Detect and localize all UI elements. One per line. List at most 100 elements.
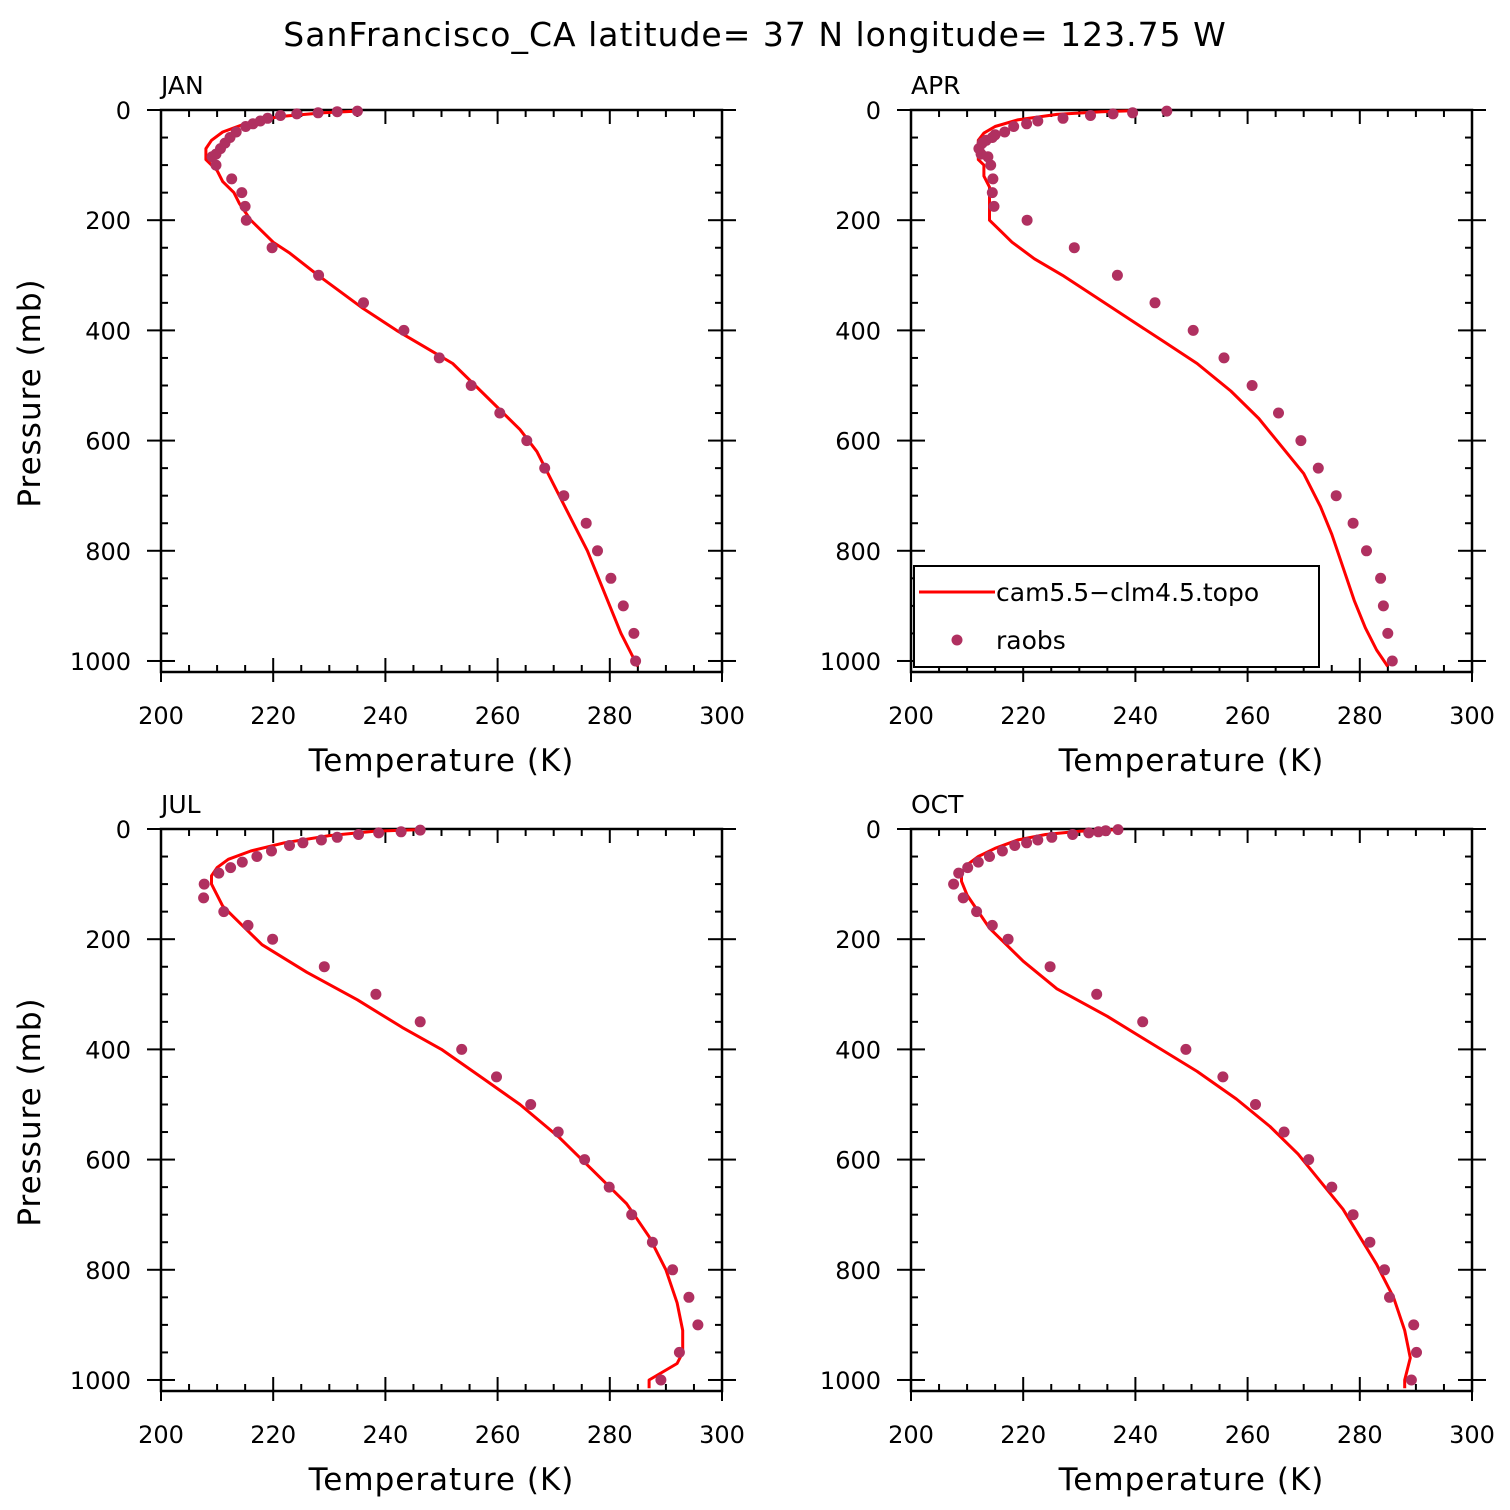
y-tick-label: 1000 [70,648,131,676]
raobs-point [1149,297,1161,309]
x-tick-label: 220 [250,1421,296,1449]
panels: 200 220 240 260 280 300 0 200 400 600 800 1000 JAN Te… [12,71,1495,1498]
raobs-point [1379,1264,1390,1276]
raobs-point [1411,1346,1422,1358]
raobs-point [1278,1126,1290,1138]
raobs-point [971,906,983,918]
model-profile-line [976,109,1390,668]
x-tick-label: 280 [587,1421,633,1449]
figure-title: SanFrancisco_CA latitude= 37 N longitude… [283,15,1226,54]
raobs-point [667,1264,679,1276]
x-tick-label: 260 [475,702,521,730]
legend-box [913,565,1320,668]
x-tick-label: 260 [1225,702,1271,730]
y-tick-label: 400 [835,1036,881,1064]
raobs-point [1405,1374,1417,1386]
raobs-point [996,845,1008,857]
raobs-point [284,840,295,851]
x-tick-label: 300 [1449,1421,1495,1449]
raobs-point [673,1346,685,1358]
raobs-point [1091,988,1103,1000]
raobs-point [267,933,279,945]
raobs-point [986,919,998,931]
x-tick-label: 280 [1337,702,1383,730]
raobs-point [539,462,551,474]
x-tick-label: 220 [1000,702,1046,730]
x-tick-label: 300 [699,702,745,730]
raobs-point [465,380,477,391]
raobs-point [275,110,286,121]
x-tick-label: 200 [888,702,934,730]
panel-jul: 200 220 240 260 280 300 0 200 400 600 800 1000 JUL Te… [12,790,745,1498]
raobs-point [552,1126,564,1138]
x-tick-label: 280 [587,702,633,730]
raobs-point [988,200,1000,212]
raobs-point [962,862,974,874]
raobs-point [579,1154,591,1166]
legend-obs-swatch [951,634,963,646]
raobs-point [494,407,506,419]
raobs-point [1161,105,1173,117]
series-group [198,824,704,1389]
y-tick-label: 600 [835,428,881,456]
panel-label-oct: OCT [911,790,964,819]
raobs-point [984,851,995,862]
x-tick-label: 300 [699,1421,745,1449]
raobs-point [1002,933,1014,945]
x-tick-label: 200 [138,702,184,730]
legend: cam5.5−clm4.5.topo raobs [913,565,1320,668]
raobs-point [1021,837,1033,849]
x-tick-label: 240 [1112,1421,1158,1449]
raobs-point [313,269,325,281]
panel-apr: 200 220 240 260 280 300 0 200 400 600 800 1000 APR Te… [820,71,1495,779]
raobs-point [1312,462,1324,474]
x-axis-label: Temperature (K) [1058,1462,1325,1498]
x-axis-label: Temperature (K) [308,743,575,779]
raobs-point [1180,1043,1192,1055]
raobs-point [331,831,343,843]
y-tick-label: 200 [85,926,131,954]
panel-label-jan: JAN [159,71,204,100]
x-tick-label: 240 [362,1421,408,1449]
raobs-point [948,878,960,890]
raobs-point [1303,1154,1315,1166]
y-tick-label: 1000 [820,1367,881,1395]
y-tick-label: 800 [835,1257,881,1285]
raobs-point [985,159,997,171]
raobs-point [331,106,343,118]
model-profile-line [210,828,685,1389]
raobs-point [225,862,237,874]
raobs-point [1046,831,1058,843]
y-tick-label: 800 [85,1257,131,1285]
raobs-point [655,1374,667,1386]
raobs-point [262,112,274,124]
raobs-point [957,892,969,904]
y-tick-label: 400 [835,317,881,345]
x-tick-label: 280 [1337,1421,1383,1449]
raobs-point [351,105,363,117]
raobs-point [1021,118,1033,130]
raobs-point [312,107,324,119]
raobs-point [1067,829,1079,840]
x-tick-label: 200 [138,1421,184,1449]
raobs-point [1100,825,1112,837]
raobs-point [999,126,1011,138]
y-axis-label: Pressure (mb) [12,278,48,507]
raobs-point [1273,407,1284,419]
x-tick-label: 240 [1112,702,1158,730]
raobs-point [592,545,603,557]
raobs-point [1112,824,1124,836]
x-tick-label: 200 [888,1421,934,1449]
raobs-point [630,655,642,667]
raobs-point [414,1016,426,1028]
raobs-point [236,187,248,199]
series-group [948,824,1422,1389]
raobs-point [525,1099,537,1110]
raobs-point [692,1319,704,1331]
x-tick-label: 220 [1000,1421,1046,1449]
legend-obs-label: raobs [996,626,1066,655]
raobs-point [1044,961,1056,973]
panel-oct: 200 220 240 260 280 300 0 200 400 600 800 1000 OCT Te… [820,790,1495,1498]
